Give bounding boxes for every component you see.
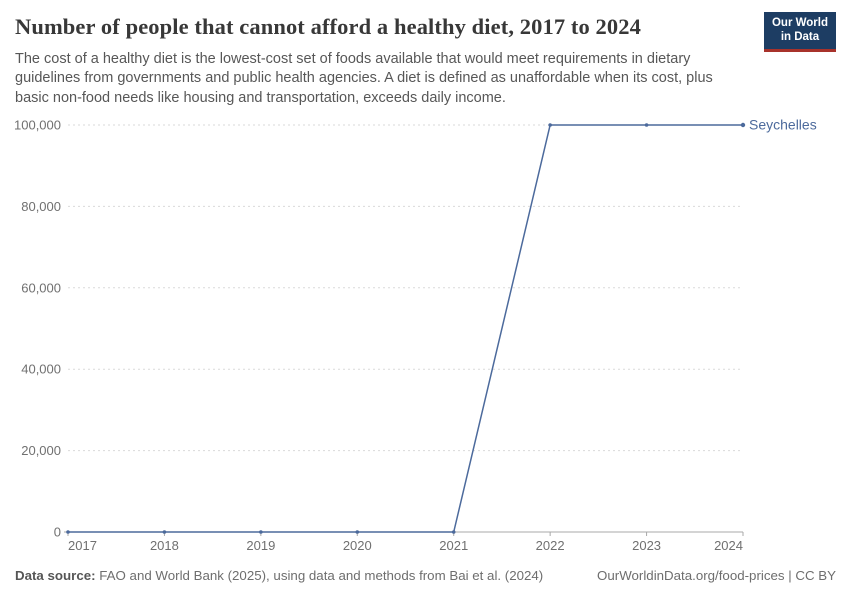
y-axis-tick-label: 80,000 [21,199,61,214]
data-source-note: Data source: FAO and World Bank (2025), … [15,568,543,583]
y-axis-tick-label: 0 [54,525,61,540]
x-axis-tick-label: 2023 [632,538,661,553]
data-point-marker[interactable] [644,123,649,127]
data-point-marker[interactable] [162,530,167,534]
data-point-marker[interactable] [259,530,263,534]
data-point-marker[interactable] [740,122,746,128]
x-axis-tick-label: 2024 [714,538,743,553]
x-axis-tick-label: 2019 [246,538,275,553]
data-point-marker[interactable] [355,530,360,534]
owid-logo[interactable]: Our World in Data [763,12,836,52]
chart-footer: Data source: FAO and World Bank (2025), … [15,568,836,583]
page-title: Number of people that cannot afford a he… [15,14,641,39]
y-axis-tick-label: 40,000 [21,362,61,377]
x-axis-tick-label: 2017 [68,538,97,553]
y-axis-tick-label: 100,000 [14,118,61,133]
credit-link[interactable]: OurWorldinData.org/food-prices | CC BY [597,568,836,583]
data-point-marker[interactable] [451,530,456,534]
y-axis-tick-label: 60,000 [21,280,61,295]
data-point-marker[interactable] [66,530,70,534]
x-axis-tick-label: 2018 [150,538,179,553]
x-axis-tick-label: 2021 [439,538,468,553]
series-entity-label[interactable]: Seychelles [749,117,817,133]
chart-subtitle: The cost of a healthy diet is the lowest… [15,51,713,106]
data-source-text: FAO and World Bank (2025), using data an… [95,568,544,583]
x-axis-tick-label: 2020 [343,538,372,553]
y-axis-tick-label: 20,000 [21,443,61,458]
data-point-marker[interactable] [548,123,552,127]
owid-logo-line2: in Data [780,30,820,43]
x-axis-tick-label: 2022 [536,538,565,553]
owid-logo-line1: Our World [771,17,828,29]
data-source-label: Data source: [15,568,96,583]
series-line[interactable] [68,124,743,533]
